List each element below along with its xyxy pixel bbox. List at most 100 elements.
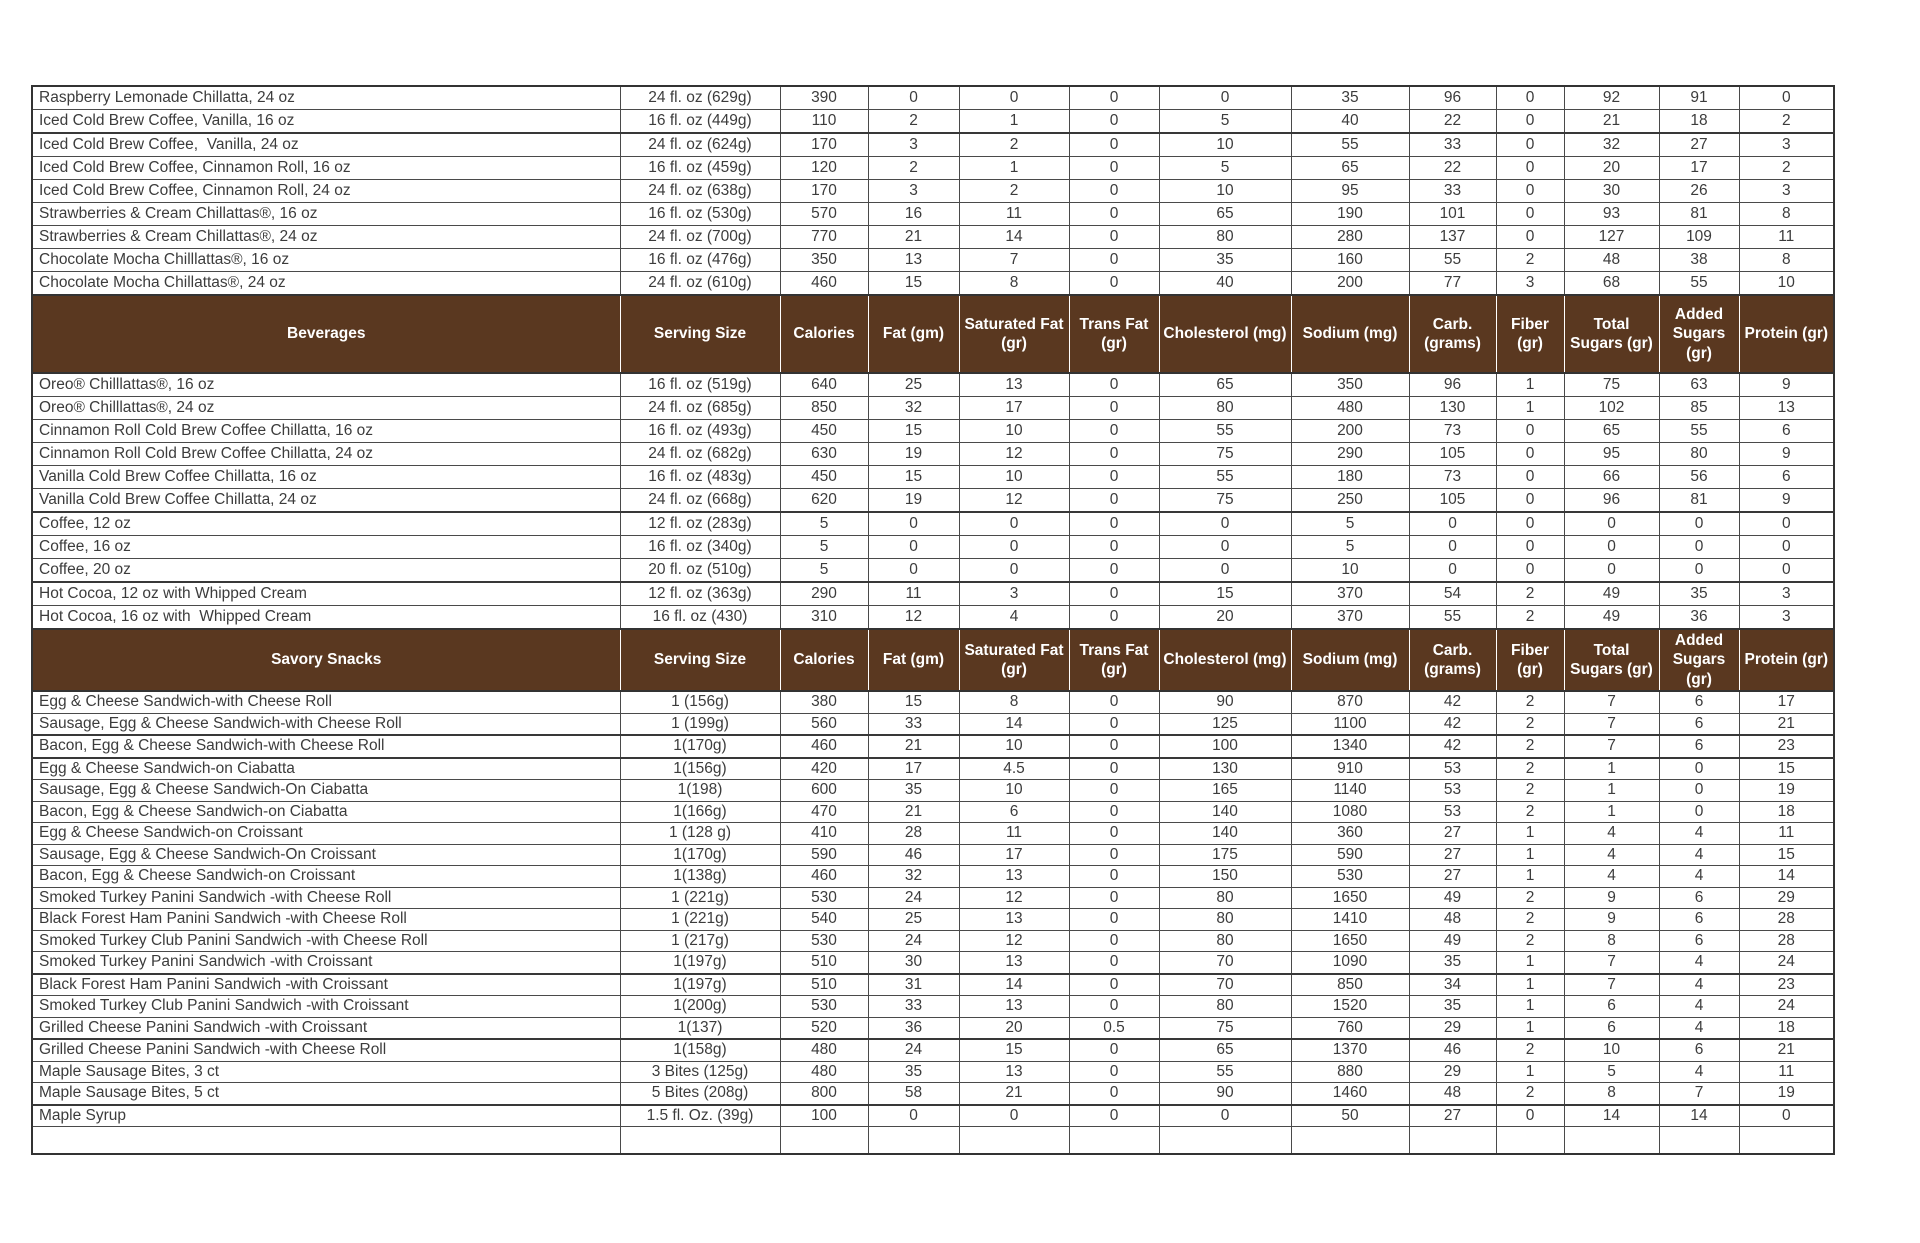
value-cell: 1 <box>1495 372 1565 397</box>
value-cell: 640 <box>779 372 869 397</box>
nutrition-table-body: Raspberry Lemonade Chillatta, 24 oz 24 fl… <box>31 85 1835 1155</box>
value-cell: 1 (128 g) <box>619 822 781 845</box>
value-cell <box>619 1126 781 1155</box>
value-cell: 0 <box>867 558 960 583</box>
value-cell: 850 <box>779 396 869 420</box>
table-row: Egg & Cheese Sandwich-on Ciabatta 1(156g)… <box>31 756 1835 780</box>
section-header-row: Savory Snacks Serving Size Calories Fat (gm… <box>31 628 1835 692</box>
value-cell: 33 <box>867 995 960 1018</box>
value-cell: 0 <box>1563 511 1660 536</box>
value-cell: 2 <box>1495 734 1565 758</box>
column-header: Fiber (gr) <box>1495 294 1565 374</box>
value-cell: 21 <box>867 800 960 823</box>
value-cell: 49 <box>1563 605 1660 630</box>
column-header: Sodium (mg) <box>1290 294 1410 374</box>
value-cell: 0 <box>1495 179 1565 203</box>
item-name-cell: Bacon, Egg & Cheese Sandwich-with Cheese… <box>31 734 621 758</box>
item-name-cell: Maple Sausage Bites, 3 ct <box>31 1060 621 1083</box>
value-cell: 29 <box>1738 886 1835 909</box>
value-cell: 46 <box>1408 1038 1497 1062</box>
column-header: Total Sugars (gr) <box>1563 294 1660 374</box>
value-cell: 32 <box>867 865 960 888</box>
value-cell: 0 <box>1495 132 1565 157</box>
value-cell: 24 fl. oz (638g) <box>619 179 781 203</box>
value-cell: 105 <box>1408 488 1497 513</box>
value-cell: 7 <box>1563 712 1660 736</box>
value-cell: 1 <box>1495 822 1565 845</box>
value-cell: 0 <box>1495 419 1565 443</box>
value-cell: 12 <box>867 605 960 630</box>
value-cell: 460 <box>779 734 869 758</box>
value-cell: 9 <box>1563 908 1660 931</box>
value-cell: 140 <box>1158 822 1292 845</box>
item-name-cell: Iced Cold Brew Coffee, Cinnamon Roll, 24… <box>31 179 621 203</box>
value-cell: 0 <box>1658 511 1740 536</box>
value-cell: 33 <box>1408 132 1497 157</box>
column-header: Trans Fat (gr) <box>1068 294 1160 374</box>
value-cell: 0 <box>1158 85 1292 110</box>
value-cell <box>1068 1126 1160 1155</box>
value-cell: 3 <box>1738 179 1835 203</box>
item-name-cell: Smoked Turkey Panini Sandwich -with Chee… <box>31 886 621 909</box>
value-cell: 0 <box>1658 800 1740 823</box>
value-cell: 10 <box>1563 1038 1660 1062</box>
value-cell: 55 <box>1408 605 1497 630</box>
value-cell: 10 <box>1158 132 1292 157</box>
item-name-cell: Black Forest Ham Panini Sandwich -with C… <box>31 908 621 931</box>
table-row: Iced Cold Brew Coffee, Cinnamon Roll, 24… <box>31 179 1835 203</box>
value-cell: 20 <box>958 1016 1070 1040</box>
value-cell: 910 <box>1290 756 1410 780</box>
value-cell: 0 <box>867 1103 960 1127</box>
value-cell: 0 <box>1068 779 1160 802</box>
item-name-cell: Egg & Cheese Sandwich-on Ciabatta <box>31 756 621 780</box>
column-header: Saturated Fat (gr) <box>958 628 1070 692</box>
value-cell: 0 <box>1658 756 1740 780</box>
value-cell: 0 <box>1068 109 1160 134</box>
value-cell: 0 <box>1068 442 1160 466</box>
value-cell: 1 <box>1563 779 1660 802</box>
value-cell: 280 <box>1290 225 1410 249</box>
value-cell: 1(170g) <box>619 843 781 866</box>
value-cell: 150 <box>1158 865 1292 888</box>
value-cell: 68 <box>1563 271 1660 296</box>
value-cell: 0 <box>1068 396 1160 420</box>
value-cell: 95 <box>1290 179 1410 203</box>
item-name-cell: Coffee, 12 oz <box>31 511 621 536</box>
value-cell: 0 <box>958 511 1070 536</box>
value-cell: 2 <box>1738 109 1835 134</box>
value-cell: 49 <box>1408 886 1497 909</box>
value-cell: 6 <box>1658 886 1740 909</box>
value-cell: 9 <box>1738 442 1835 466</box>
value-cell: 0 <box>1068 465 1160 489</box>
value-cell: 21 <box>867 225 960 249</box>
value-cell: 2 <box>1495 690 1565 714</box>
value-cell: 125 <box>1158 712 1292 736</box>
value-cell: 0 <box>1068 372 1160 397</box>
value-cell: 0 <box>1068 179 1160 203</box>
value-cell: 590 <box>1290 843 1410 866</box>
value-cell: 58 <box>867 1082 960 1105</box>
value-cell: 850 <box>1290 972 1410 996</box>
value-cell: 75 <box>1158 442 1292 466</box>
value-cell: 290 <box>779 581 869 606</box>
value-cell: 480 <box>779 1060 869 1083</box>
value-cell: 0 <box>1495 442 1565 466</box>
item-name-cell: Chocolate Mocha Chillattas®, 24 oz <box>31 271 621 296</box>
value-cell: 49 <box>1408 929 1497 952</box>
value-cell: 16 fl. oz (430) <box>619 605 781 630</box>
item-name-cell: Egg & Cheese Sandwich-on Croissant <box>31 822 621 845</box>
value-cell: 14 <box>958 712 1070 736</box>
value-cell: 360 <box>1290 822 1410 845</box>
value-cell: 30 <box>1563 179 1660 203</box>
value-cell: 28 <box>1738 929 1835 952</box>
value-cell: 15 <box>1158 581 1292 606</box>
item-name-cell: Egg & Cheese Sandwich-with Cheese Roll <box>31 690 621 714</box>
value-cell: 3 <box>1495 271 1565 296</box>
value-cell: 8 <box>1563 929 1660 952</box>
value-cell: 95 <box>1563 442 1660 466</box>
value-cell: 1 <box>1495 1060 1565 1083</box>
value-cell: 1(198) <box>619 779 781 802</box>
value-cell: 1 (199g) <box>619 712 781 736</box>
value-cell: 0 <box>1068 419 1160 443</box>
value-cell: 35 <box>1158 248 1292 272</box>
